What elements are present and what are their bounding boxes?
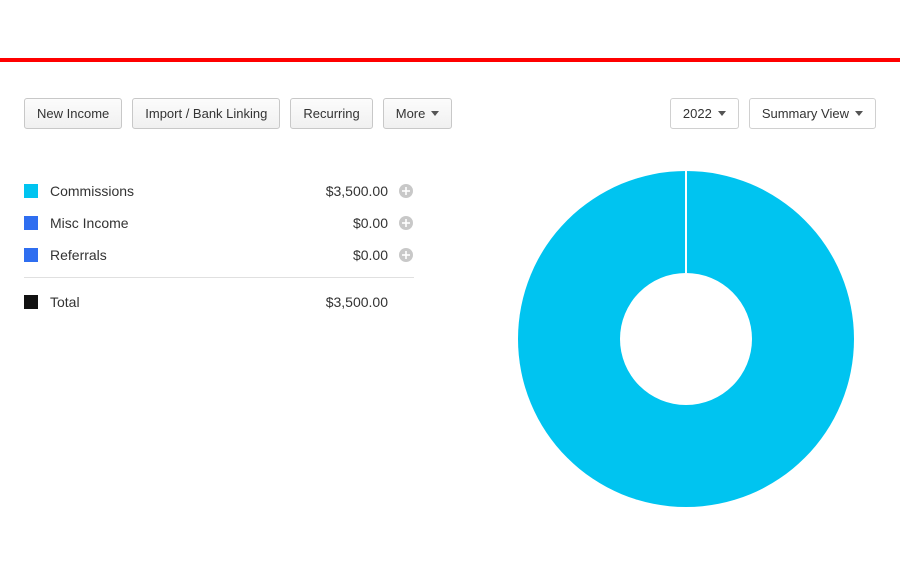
add-icon[interactable] [398, 183, 414, 199]
import-bank-label: Import / Bank Linking [145, 106, 267, 121]
category-amount: $0.00 [298, 247, 388, 263]
add-icon[interactable] [398, 215, 414, 231]
category-amount: $0.00 [298, 215, 388, 231]
total-amount: $3,500.00 [298, 294, 388, 310]
left-column: New Income Import / Bank Linking Recurri… [24, 98, 464, 509]
donut-chart [516, 169, 856, 509]
filter-toolbar: 2022 Summary View [670, 98, 876, 129]
more-button[interactable]: More [383, 98, 453, 129]
add-icon[interactable] [398, 247, 414, 263]
color-swatch [24, 184, 38, 198]
category-label: Commissions [50, 183, 298, 199]
header-spacer [0, 0, 900, 58]
category-label: Referrals [50, 247, 298, 263]
view-label: Summary View [762, 106, 849, 121]
new-income-button[interactable]: New Income [24, 98, 122, 129]
total-label: Total [50, 294, 298, 310]
content-area: New Income Import / Bank Linking Recurri… [0, 62, 900, 509]
category-row: Misc Income$0.00 [24, 207, 414, 239]
chevron-down-icon [431, 111, 439, 116]
year-select[interactable]: 2022 [670, 98, 739, 129]
category-row: Referrals$0.00 [24, 239, 414, 271]
divider [24, 277, 414, 278]
year-label: 2022 [683, 106, 712, 121]
category-amount: $3,500.00 [298, 183, 388, 199]
import-bank-button[interactable]: Import / Bank Linking [132, 98, 280, 129]
recurring-label: Recurring [303, 106, 359, 121]
chevron-down-icon [855, 111, 863, 116]
category-row: Commissions$3,500.00 [24, 175, 414, 207]
new-income-label: New Income [37, 106, 109, 121]
category-list: Commissions$3,500.00Misc Income$0.00Refe… [24, 175, 414, 318]
color-swatch [24, 295, 38, 309]
color-swatch [24, 248, 38, 262]
chevron-down-icon [718, 111, 726, 116]
right-column: 2022 Summary View [496, 98, 876, 509]
category-label: Misc Income [50, 215, 298, 231]
action-toolbar: New Income Import / Bank Linking Recurri… [24, 98, 464, 129]
view-select[interactable]: Summary View [749, 98, 876, 129]
total-row: Total$3,500.00 [24, 286, 414, 318]
recurring-button[interactable]: Recurring [290, 98, 372, 129]
more-label: More [396, 106, 426, 121]
color-swatch [24, 216, 38, 230]
